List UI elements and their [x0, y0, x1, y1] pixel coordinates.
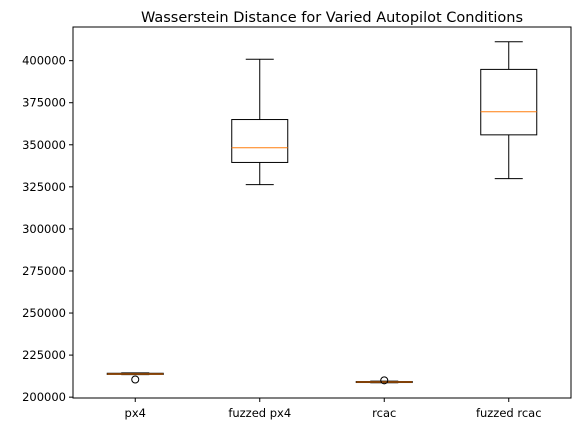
box: [231, 119, 289, 163]
box: [480, 68, 538, 136]
y-tick-label: 350000: [22, 138, 66, 152]
x-tick-label: rcac: [372, 406, 396, 420]
y-tick-label: 325000: [22, 180, 66, 194]
x-tick-label: px4: [125, 406, 146, 420]
y-tick-label: 300000: [22, 222, 66, 236]
y-tick-label: 400000: [22, 54, 66, 68]
x-tick-label: fuzzed rcac: [476, 406, 542, 420]
x-tick-label: fuzzed px4: [228, 406, 291, 420]
y-tick-label: 275000: [22, 264, 66, 278]
outlier-point: [131, 375, 140, 384]
y-tick-label: 225000: [22, 348, 66, 362]
y-tick-label: 250000: [22, 306, 66, 320]
outlier-point: [380, 376, 389, 385]
axes-frame: [72, 26, 572, 399]
y-tick-label: 200000: [22, 390, 66, 404]
chart-title: Wasserstein Distance for Varied Autopilo…: [141, 10, 523, 26]
plot-area: 200000 225000 250000 275000 300000 325000 3500…: [22, 41, 542, 420]
y-tick-label: 375000: [22, 96, 66, 110]
